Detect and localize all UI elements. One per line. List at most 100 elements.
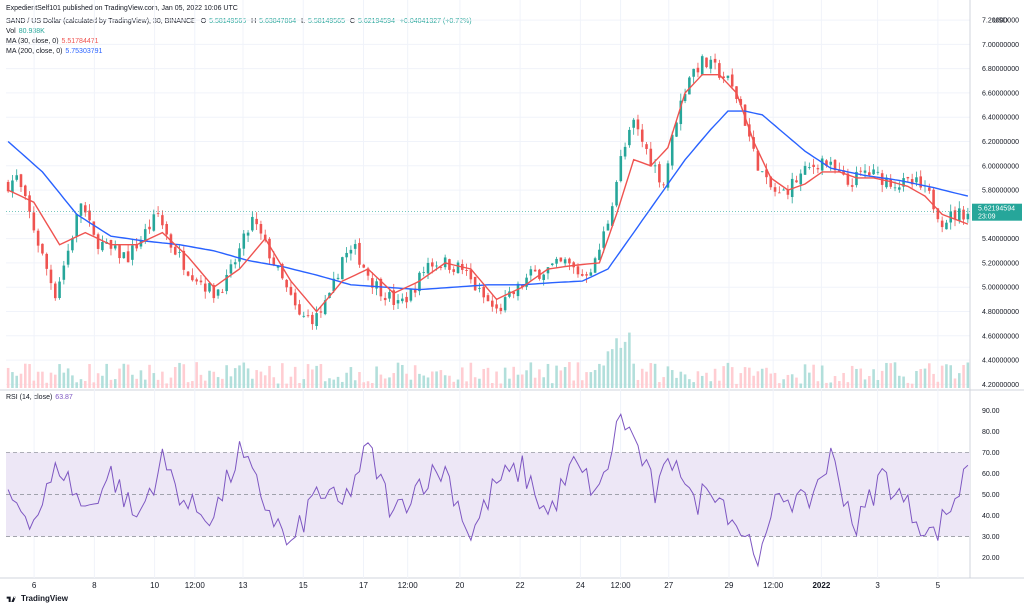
candle-body [126, 251, 130, 263]
volume-bar [413, 365, 417, 388]
close-value: 5.62194594 [357, 18, 395, 25]
volume-bar [371, 383, 374, 388]
candle-body [512, 291, 515, 295]
close-label: C [349, 18, 355, 25]
volume-bar [328, 378, 331, 388]
volume-bar [576, 362, 580, 388]
candle-body [268, 238, 271, 259]
volume-bar [315, 365, 318, 388]
volume-bar [705, 372, 708, 388]
candle-body [795, 180, 798, 183]
candle-body [371, 278, 374, 288]
candle-body [863, 170, 867, 173]
price-tick-label: 5.00000000 [982, 285, 1019, 292]
candle-body [610, 206, 614, 226]
candle-body [251, 216, 254, 231]
candle-body [799, 173, 803, 185]
candle-body [932, 189, 935, 210]
volume-bar [833, 376, 837, 388]
volume-bar [169, 377, 173, 388]
candle-body [19, 174, 23, 188]
volume-bar [949, 365, 953, 388]
candle-body [306, 315, 310, 317]
candle-body [435, 265, 438, 267]
candle-body [242, 233, 246, 249]
volume-bar [662, 377, 665, 388]
candle-body [658, 164, 661, 183]
time-tick-label: 29 [725, 581, 734, 590]
volume-value: 80.938K [18, 28, 45, 35]
price-axis: 7.20000000 7.00000000 6.80000000 6.60000000… [982, 18, 1019, 389]
candle-body [632, 119, 635, 128]
candle-body [208, 283, 211, 292]
volume-bar [28, 364, 31, 388]
volume-bar [203, 380, 207, 388]
candle-body [713, 58, 717, 63]
candle-body [36, 230, 40, 246]
candle-body [71, 238, 74, 251]
volume-bar [795, 377, 798, 388]
volume-bar [726, 362, 730, 388]
candle-body [919, 176, 923, 188]
countdown-label: 23:09 [978, 214, 996, 221]
candle-body [563, 259, 567, 264]
volume-bar [503, 367, 507, 388]
volume-bar [880, 370, 884, 388]
candle-body [542, 274, 545, 281]
price-candles [6, 53, 970, 330]
volume-bar [542, 377, 545, 388]
candle-body [298, 304, 301, 315]
candle-body [53, 283, 57, 299]
candle-body [619, 156, 623, 182]
volume-bar [799, 383, 803, 388]
price-tick-label: 6.00000000 [982, 163, 1019, 170]
candle-body [191, 275, 194, 281]
footer-brand[interactable]: TradingView [6, 594, 68, 603]
volume-bar [923, 368, 927, 388]
volume-bar [478, 378, 481, 388]
volume-bar [825, 382, 828, 388]
candle-body [533, 269, 537, 272]
candle-body [945, 222, 948, 230]
volume-bar [559, 370, 563, 388]
volume-bar [748, 367, 751, 388]
candle-body [555, 258, 558, 264]
candle-body [842, 170, 845, 175]
volume-bar [358, 372, 361, 388]
volume-bar [872, 369, 875, 388]
candle-body [431, 262, 434, 267]
candle-body [165, 224, 168, 235]
volume-bar [490, 382, 494, 388]
volume-bar [208, 370, 211, 388]
candle-body [726, 75, 730, 78]
volume-bar [388, 377, 391, 388]
candle-body [341, 257, 344, 280]
price-tick-label: 4.80000000 [982, 309, 1019, 316]
candle-body [589, 272, 593, 276]
volume-bar [53, 374, 57, 388]
candle-body [782, 189, 785, 191]
volume-bar [756, 371, 760, 388]
time-axis: 6 8 10 12:00 13 15 17 12:00 20 22 24 12:00 27 29 12:00… [32, 581, 941, 590]
volume-bar [593, 370, 597, 388]
volume-bar [936, 381, 940, 388]
volume-bar [405, 373, 408, 388]
volume-bar [863, 379, 867, 388]
volume-bar [285, 383, 288, 388]
candle-body [482, 286, 486, 298]
volume-bar [910, 383, 914, 388]
volume-bar [431, 371, 434, 388]
candle-body [122, 252, 126, 259]
candle-body [765, 169, 768, 178]
volume-bar [426, 377, 430, 388]
volume-bar [533, 377, 537, 388]
volume-bar [118, 368, 121, 388]
price-tick-label: 4.20000000 [982, 382, 1019, 389]
time-tick-label: 27 [664, 581, 673, 590]
volume-bar [156, 379, 160, 388]
volume-bar [765, 367, 768, 388]
candle-body [936, 208, 940, 220]
volume-bar [645, 371, 648, 388]
